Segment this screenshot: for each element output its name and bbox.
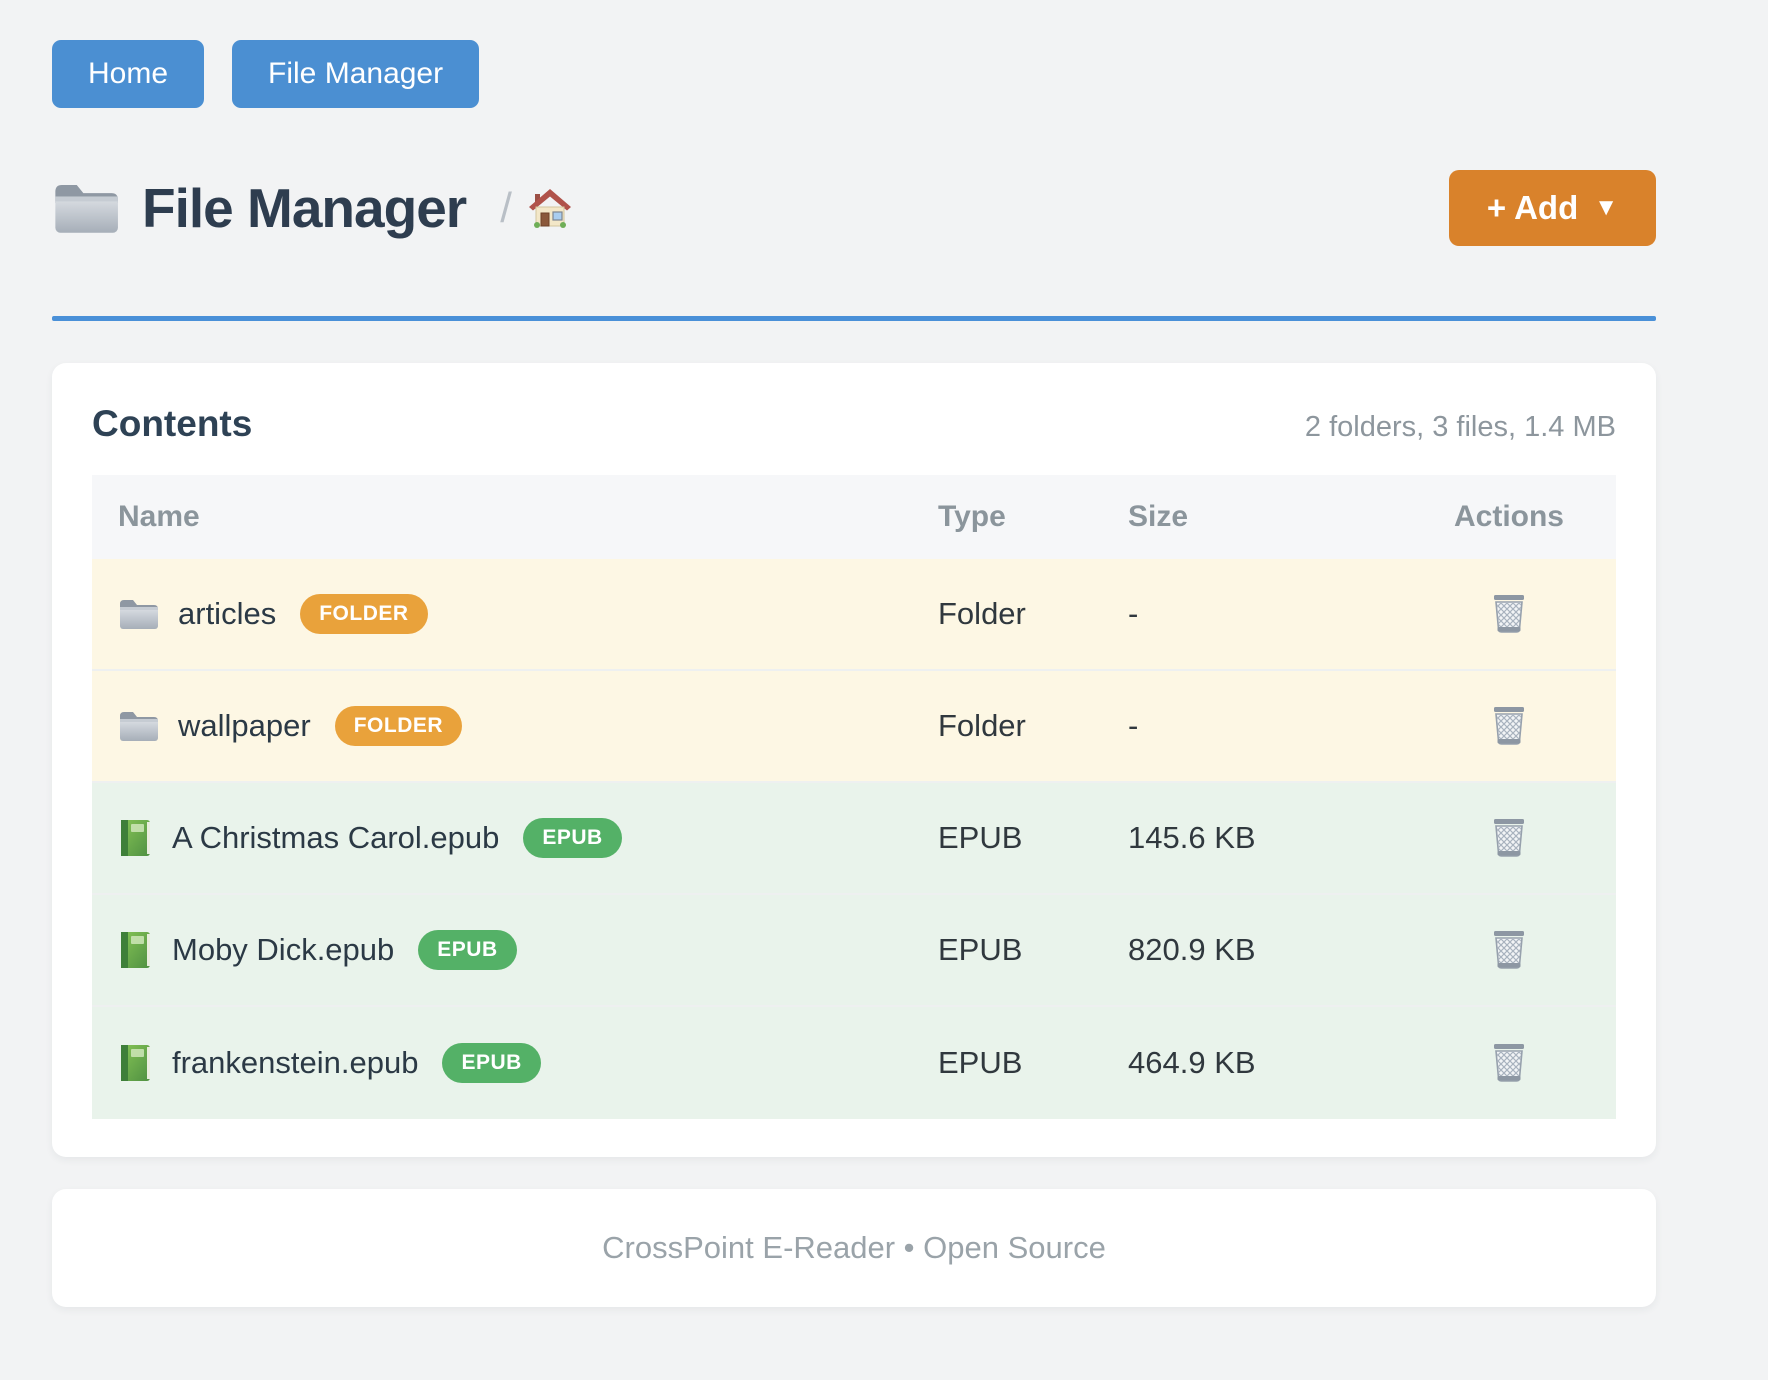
house-icon[interactable] [528, 188, 572, 228]
footer: CrossPoint E-Reader • Open Source [52, 1189, 1656, 1307]
table-header-row: Name Type Size Actions [92, 475, 1616, 559]
size-cell: 464.9 KB [1128, 1045, 1256, 1080]
name-cell: articles FOLDER [92, 594, 912, 634]
column-header-size: Size [1128, 500, 1189, 533]
nav-home-button[interactable]: Home [52, 40, 205, 108]
type-badge: FOLDER [300, 594, 428, 634]
type-cell: Folder [938, 596, 1026, 631]
add-button-label: + Add [1486, 189, 1579, 226]
trash-icon[interactable] [1488, 702, 1530, 750]
trash-icon[interactable] [1488, 814, 1530, 862]
folder-icon [118, 709, 158, 743]
file-name: frankenstein.epub [172, 1045, 419, 1080]
type-badge: EPUB [442, 1043, 541, 1083]
type-cell: EPUB [938, 1045, 1023, 1080]
breadcrumb-separator: / [500, 184, 512, 231]
table-body: articles FOLDER Folder - [92, 559, 1616, 1119]
green-book-icon [118, 1043, 152, 1083]
contents-summary: 2 folders, 3 files, 1.4 MB [1304, 411, 1616, 443]
table-row[interactable]: A Christmas Carol.epub EPUB EPUB 145.6 K… [92, 783, 1616, 895]
page: Home File Manager File Manager / [52, 0, 1656, 1307]
type-cell: EPUB [938, 932, 1023, 967]
file-name: articles [178, 596, 277, 631]
size-cell: 820.9 KB [1128, 932, 1256, 967]
name-cell: Moby Dick.epub EPUB [92, 930, 912, 970]
file-table: Name Type Size Actions articles FOLDER F… [92, 475, 1616, 1119]
column-header-actions: Actions [1453, 500, 1564, 533]
table-row[interactable]: Moby Dick.epub EPUB EPUB 820.9 KB [92, 895, 1616, 1007]
green-book-icon [118, 930, 152, 970]
type-cell: EPUB [938, 820, 1023, 855]
footer-text: CrossPoint E-Reader • Open Source [602, 1230, 1106, 1265]
type-cell: Folder [938, 708, 1026, 743]
name-cell: wallpaper FOLDER [92, 706, 912, 746]
size-cell: - [1128, 708, 1139, 743]
file-name: A Christmas Carol.epub [172, 820, 500, 855]
contents-card: Contents 2 folders, 3 files, 1.4 MB Name… [52, 363, 1656, 1157]
page-title: File Manager [142, 177, 467, 239]
card-title: Contents [92, 403, 253, 444]
size-cell: - [1128, 596, 1139, 631]
file-name: wallpaper [178, 708, 311, 743]
file-name: Moby Dick.epub [172, 932, 395, 967]
page-header: File Manager / + Add ▼ [52, 170, 1656, 246]
table-row[interactable]: wallpaper FOLDER Folder - [92, 671, 1616, 783]
type-badge: EPUB [418, 930, 517, 970]
nav-file-manager-button[interactable]: File Manager [232, 40, 480, 108]
trash-icon[interactable] [1488, 926, 1530, 974]
type-badge: FOLDER [334, 706, 463, 746]
type-badge: EPUB [523, 818, 622, 858]
add-button[interactable]: + Add ▼ [1448, 170, 1656, 246]
chevron-down-icon: ▼ [1594, 194, 1618, 221]
title-underline [52, 316, 1656, 321]
trash-icon[interactable] [1488, 590, 1530, 638]
top-nav: Home File Manager [52, 0, 1656, 108]
size-cell: 145.6 KB [1128, 820, 1256, 855]
trash-icon[interactable] [1488, 1039, 1530, 1087]
name-cell: A Christmas Carol.epub EPUB [92, 818, 912, 858]
folder-icon [52, 180, 118, 236]
table-row[interactable]: articles FOLDER Folder - [92, 559, 1616, 671]
name-cell: frankenstein.epub EPUB [92, 1043, 912, 1083]
column-header-type: Type [938, 500, 1006, 533]
table-row[interactable]: frankenstein.epub EPUB EPUB 464.9 KB [92, 1007, 1616, 1119]
green-book-icon [118, 818, 152, 858]
column-header-name: Name [118, 500, 200, 533]
folder-icon [118, 597, 158, 631]
